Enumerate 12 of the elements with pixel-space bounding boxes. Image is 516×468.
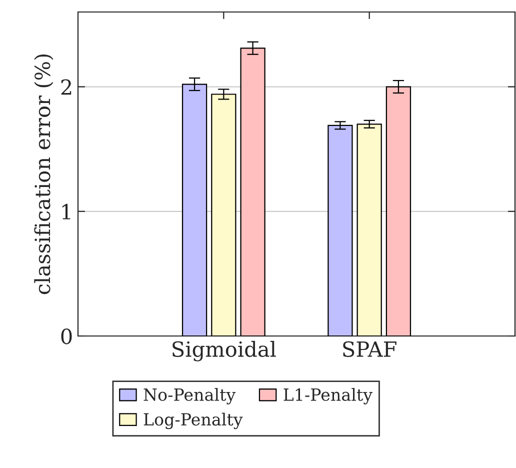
y-tick-label: 1 [62, 204, 70, 220]
y-axis-title: classification error (%) [34, 54, 54, 294]
bar [328, 124, 353, 336]
legend-label: Log-Penalty [144, 412, 243, 430]
x-tick-label: SPAF [343, 341, 396, 357]
legend-label: L1-Penalty [284, 388, 373, 404]
y-tick-label: 0 [61, 328, 72, 344]
y-tick-label: 2 [61, 79, 72, 95]
x-tick-label: Sigmoidal [172, 340, 276, 362]
bar [211, 94, 236, 336]
bar [356, 124, 382, 336]
legend-label: No-Penalty [144, 388, 236, 404]
